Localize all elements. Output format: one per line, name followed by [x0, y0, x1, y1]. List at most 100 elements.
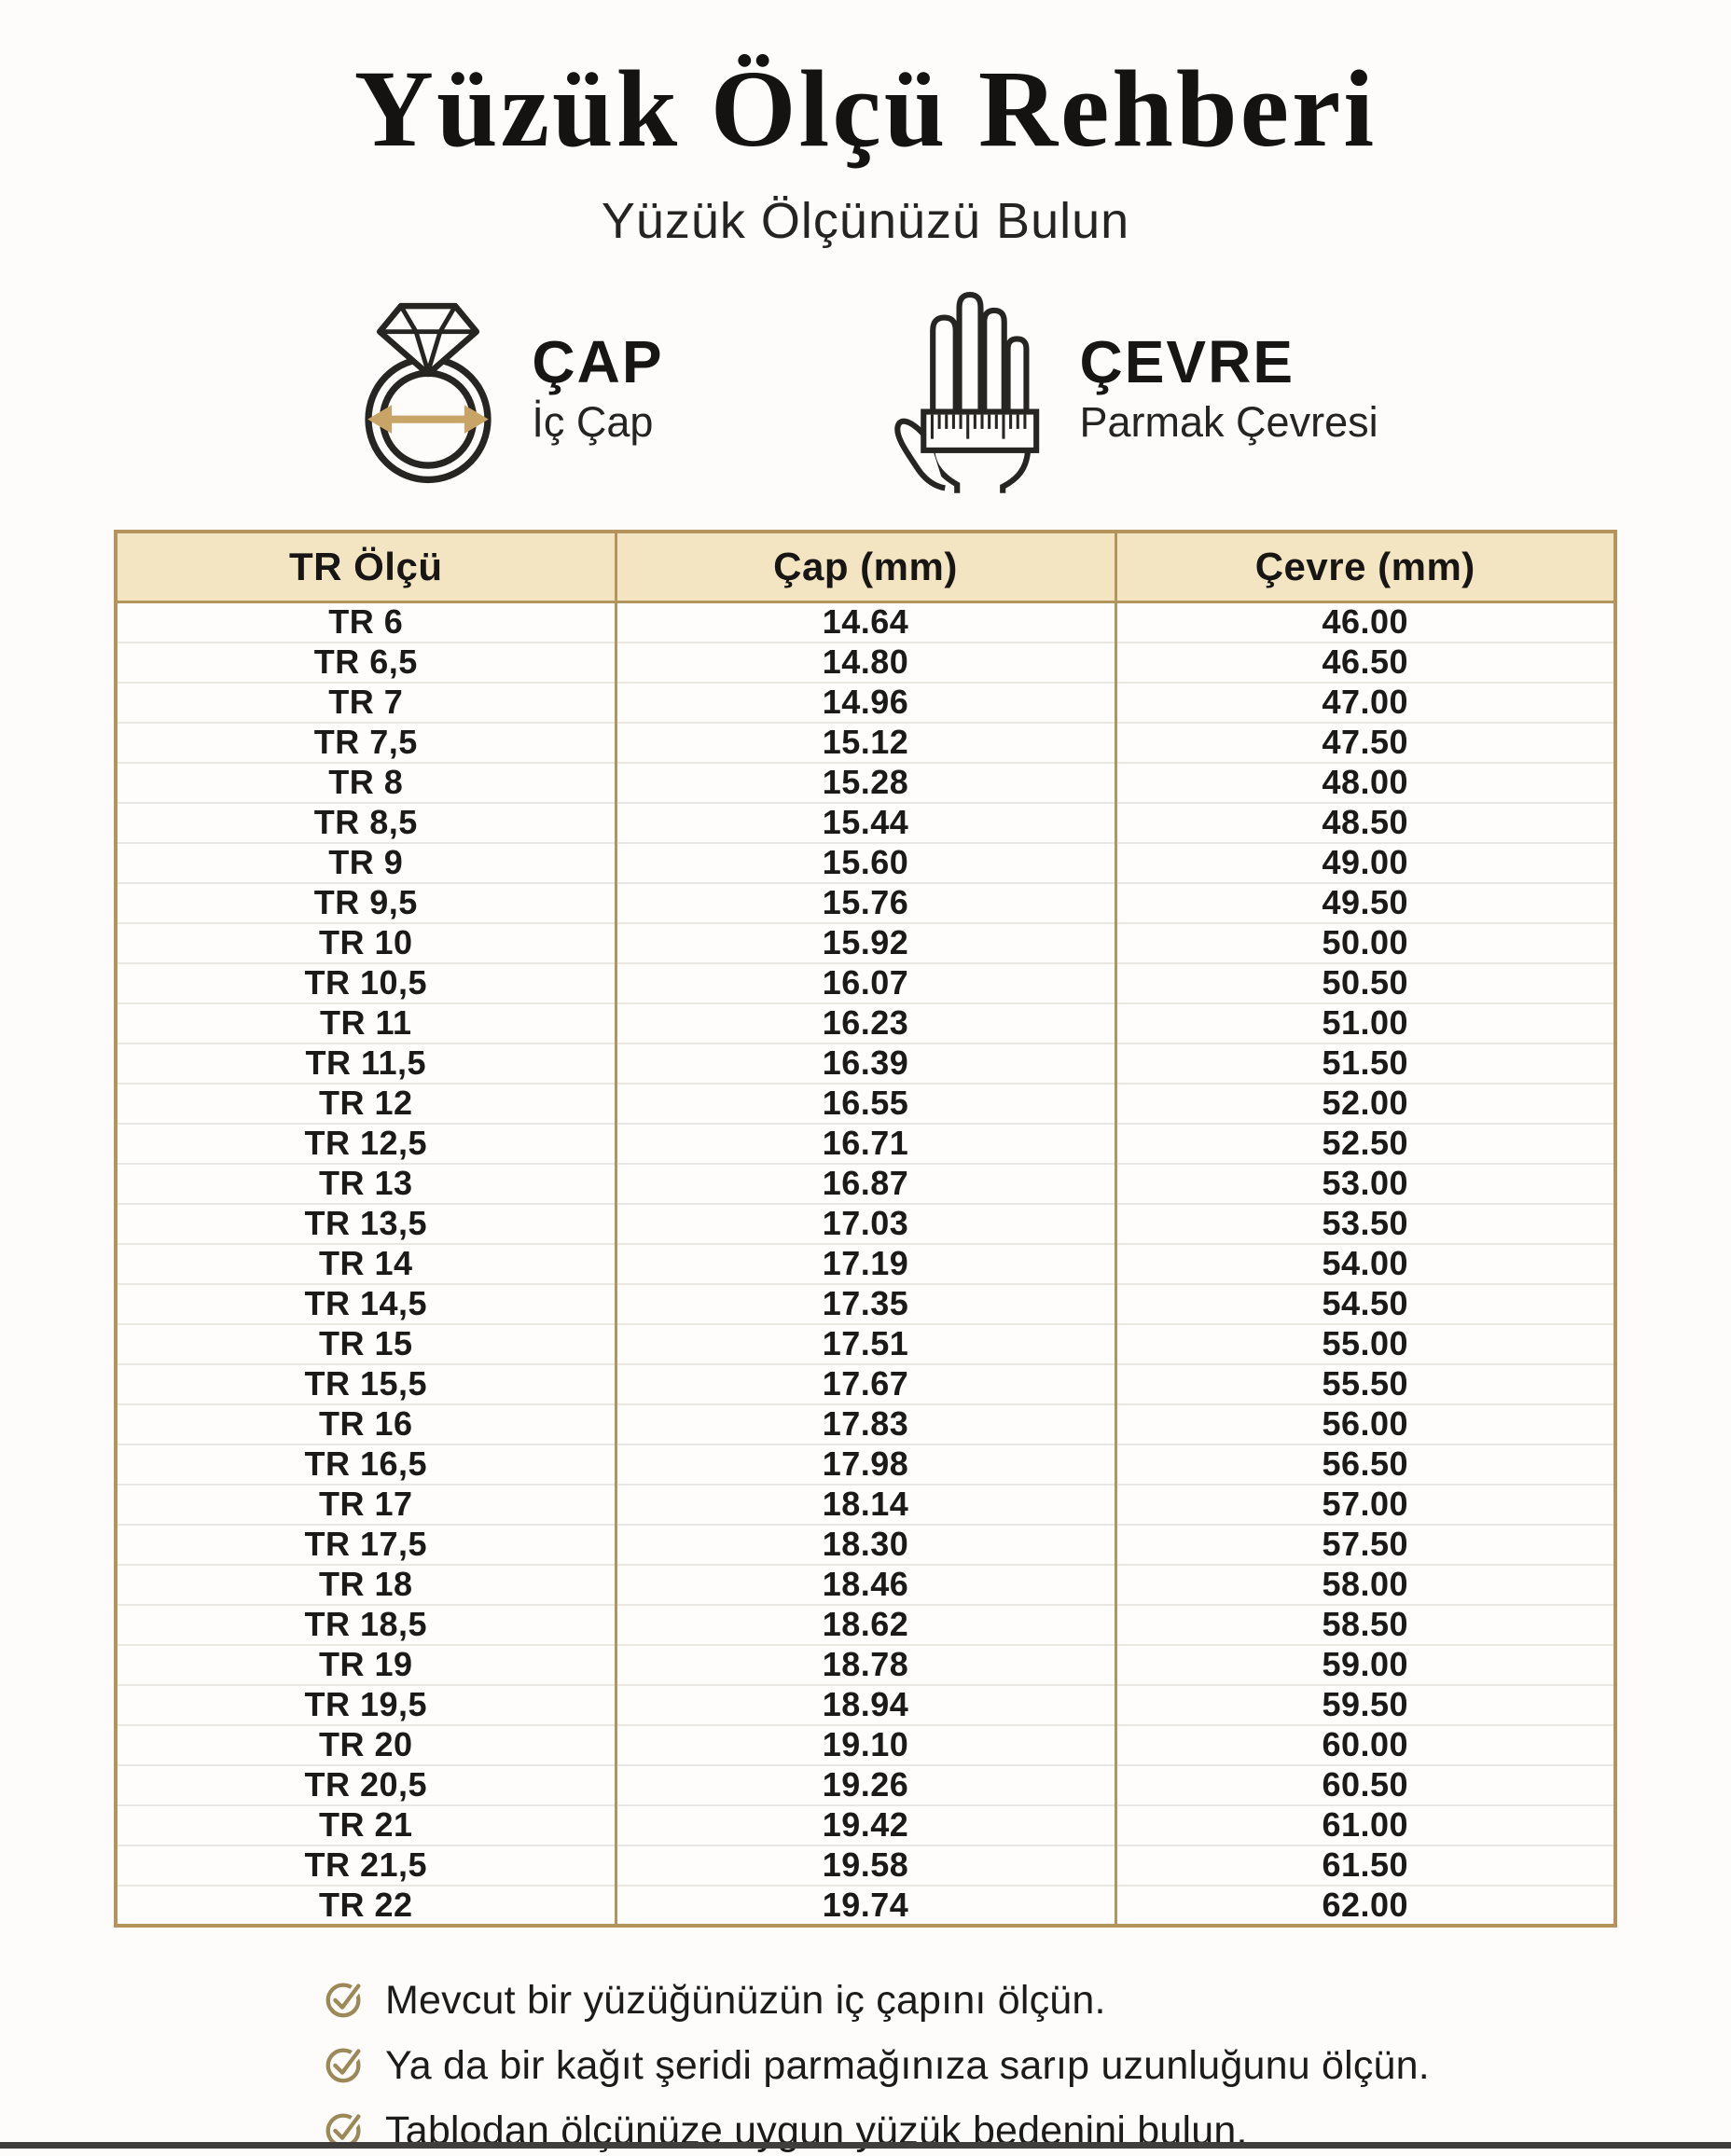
table-cell: 17.35 — [614, 1282, 1117, 1324]
table-cell: 16.71 — [614, 1122, 1117, 1164]
table-body: TR 6 14.64 46.00 TR 6,5 14.80 46.50 TR 7 14.96 4… — [114, 601, 1617, 1926]
table-cell: 61.50 — [1114, 1844, 1617, 1886]
instruction-text: Ya da bir kağıt şeridi parmağınıza sarıp… — [385, 2042, 1430, 2088]
table-cell: TR 14 — [114, 1242, 617, 1284]
legend-circumference-label: ÇEVRE — [1079, 328, 1295, 396]
page-subtitle: Yüzük Ölçünüzü Bulun — [601, 192, 1130, 249]
table-cell: 50.00 — [1114, 921, 1617, 963]
table-cell: 56.50 — [1114, 1443, 1617, 1485]
table-row: TR 16 17.83 56.00 — [114, 1403, 1617, 1444]
table-row: TR 20,5 19.26 60.50 — [114, 1763, 1617, 1805]
table-cell: 15.12 — [614, 721, 1117, 763]
table-row: TR 11 16.23 51.00 — [114, 1002, 1617, 1043]
table-cell: 14.96 — [614, 681, 1117, 723]
table-cell: TR 11 — [114, 1002, 617, 1043]
table-cell: 58.50 — [1114, 1603, 1617, 1645]
table-cell: 60.00 — [1114, 1723, 1617, 1765]
column-header-circumference: Çevre (mm) — [1114, 530, 1617, 604]
table-row: TR 10 15.92 50.00 — [114, 921, 1617, 963]
table-cell: TR 17,5 — [114, 1523, 617, 1565]
table-cell: 49.50 — [1114, 881, 1617, 923]
legend-item-circumference: ÇEVRE Parmak Çevresi — [888, 279, 1378, 498]
table-cell: 55.00 — [1114, 1322, 1617, 1364]
page-title: Yüzük Ölçü Rehberi — [353, 48, 1378, 170]
table-cell: TR 13,5 — [114, 1202, 617, 1244]
table-cell: 53.00 — [1114, 1162, 1617, 1204]
table-cell: 57.00 — [1114, 1483, 1617, 1525]
table-row: TR 15 17.51 55.00 — [114, 1322, 1617, 1364]
table-cell: TR 16,5 — [114, 1443, 617, 1485]
table-cell: 18.62 — [614, 1603, 1117, 1645]
table-row: TR 21,5 19.58 61.50 — [114, 1844, 1617, 1886]
table-cell: 46.00 — [1114, 601, 1617, 643]
table-row: TR 7 14.96 47.00 — [114, 681, 1617, 723]
table-cell: 15.60 — [614, 841, 1117, 883]
table-row: TR 16,5 17.98 56.50 — [114, 1443, 1617, 1485]
table-cell: 62.00 — [1114, 1884, 1617, 1926]
table-row: TR 18 18.46 58.00 — [114, 1563, 1617, 1605]
table-cell: 46.50 — [1114, 641, 1617, 683]
table-row: TR 15,5 17.67 55.50 — [114, 1362, 1617, 1404]
table-cell: 52.00 — [1114, 1082, 1617, 1124]
legend-diameter-label: ÇAP — [532, 328, 664, 396]
table-cell: 19.10 — [614, 1723, 1117, 1765]
table-cell: 60.50 — [1114, 1763, 1617, 1805]
table-row: TR 17 18.14 57.00 — [114, 1483, 1617, 1525]
table-cell: 19.42 — [614, 1804, 1117, 1845]
table-cell: TR 7 — [114, 681, 617, 723]
table-row: TR 17,5 18.30 57.50 — [114, 1523, 1617, 1565]
table-cell: TR 8 — [114, 761, 617, 803]
table-row: TR 8,5 15.44 48.50 — [114, 801, 1617, 843]
table-cell: 16.87 — [614, 1162, 1117, 1204]
table-row: TR 21 19.42 61.00 — [114, 1804, 1617, 1845]
table-cell: TR 21,5 — [114, 1844, 617, 1886]
table-cell: 59.00 — [1114, 1643, 1617, 1685]
table-cell: 14.80 — [614, 641, 1117, 683]
table-cell: TR 12 — [114, 1082, 617, 1124]
table-cell: TR 22 — [114, 1884, 617, 1926]
column-header-size: TR Ölçü — [114, 530, 617, 604]
table-cell: TR 19,5 — [114, 1683, 617, 1725]
table-row: TR 6,5 14.80 46.50 — [114, 641, 1617, 683]
table-cell: 17.03 — [614, 1202, 1117, 1244]
table-cell: 56.00 — [1114, 1403, 1617, 1444]
table-cell: 53.50 — [1114, 1202, 1617, 1244]
table-row: TR 20 19.10 60.00 — [114, 1723, 1617, 1765]
instruction-item: Ya da bir kağıt şeridi parmağınıza sarıp… — [322, 2041, 1731, 2091]
table-row: TR 12,5 16.71 52.50 — [114, 1122, 1617, 1164]
table-cell: 48.50 — [1114, 801, 1617, 843]
check-circle-icon — [322, 2041, 367, 2091]
table-cell: 14.64 — [614, 601, 1117, 643]
table-cell: 17.51 — [614, 1322, 1117, 1364]
table-row: TR 13,5 17.03 53.50 — [114, 1202, 1617, 1244]
table-cell: 16.55 — [614, 1082, 1117, 1124]
table-cell: 15.76 — [614, 881, 1117, 923]
legend: ÇAP İç Çap — [0, 282, 1731, 496]
table-cell: TR 21 — [114, 1804, 617, 1845]
legend-circumference-sublabel: Parmak Çevresi — [1079, 398, 1378, 447]
table-cell: TR 10 — [114, 921, 617, 963]
table-cell: 17.19 — [614, 1242, 1117, 1284]
table-cell: 17.98 — [614, 1443, 1117, 1485]
table-cell: 50.50 — [1114, 961, 1617, 1003]
table-cell: TR 6 — [114, 601, 617, 643]
table-cell: 58.00 — [1114, 1563, 1617, 1605]
table-cell: 47.50 — [1114, 721, 1617, 763]
table-cell: TR 12,5 — [114, 1122, 617, 1164]
table-cell: 61.00 — [1114, 1804, 1617, 1845]
table-row: TR 6 14.64 46.00 — [114, 601, 1617, 643]
table-row: TR 13 16.87 53.00 — [114, 1162, 1617, 1204]
table-cell: 49.00 — [1114, 841, 1617, 883]
table-cell: 16.23 — [614, 1002, 1117, 1043]
table-cell: 16.07 — [614, 961, 1117, 1003]
table-cell: TR 14,5 — [114, 1282, 617, 1324]
legend-diameter-sublabel: İç Çap — [532, 398, 654, 447]
table-row: TR 9 15.60 49.00 — [114, 841, 1617, 883]
table-cell: 54.00 — [1114, 1242, 1617, 1284]
table-cell: 54.50 — [1114, 1282, 1617, 1324]
table-cell: 18.30 — [614, 1523, 1117, 1565]
table-cell: 47.00 — [1114, 681, 1617, 723]
table-cell: 48.00 — [1114, 761, 1617, 803]
ring-size-table: TR Ölçü Çap (mm) Çevre (mm) TR 6 14.64 46.… — [114, 529, 1617, 1928]
table-cell: TR 18 — [114, 1563, 617, 1605]
